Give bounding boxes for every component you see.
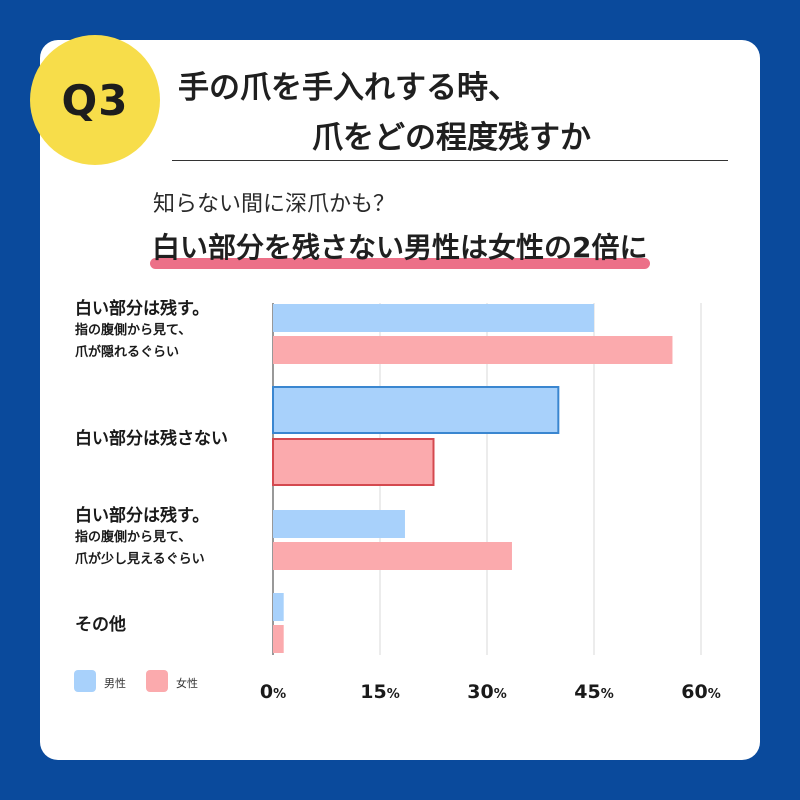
category-label-4-main: その他 [75,615,126,635]
title-divider [172,160,728,161]
bar-male-2 [272,386,560,434]
bar-female-2 [272,438,435,486]
category-label-1-main: 白い部分は残す。 [75,299,210,319]
bar-female-1 [273,336,673,364]
headline-highlight [150,258,650,269]
category-label-2: 白い部分は残さない [75,428,228,450]
category-label-3-note-2: 爪が少し見えるぐらい [75,552,205,567]
bar-female-3 [273,542,512,570]
x-tick-label-60: 60% [681,681,720,703]
category-label-1-note-2: 爪が隠れるぐらい [75,345,180,360]
x-tick-label-45: 45% [574,681,613,703]
question-badge: Q3 [30,35,160,165]
category-label-3: 白い部分は残す。 指の腹側から見て、 爪が少し見えるぐらい [75,505,209,571]
x-tick-label-0: 0% [260,681,286,703]
title-line-2: 爪をどの程度残すか [312,120,591,156]
headline: 白い部分を残さない男性は女性の2倍に [152,231,648,264]
bar-male-4 [273,593,284,621]
category-label-3-main: 白い部分は残す。 [75,506,210,526]
bar-female-4 [273,625,284,653]
title-line-1: 手の爪を手入れする時、 [178,70,519,106]
category-label-2-main: 白い部分は残さない [75,429,228,449]
x-tick-label-15: 15% [360,681,399,703]
x-tick-label-30: 30% [467,681,506,703]
category-label-1-note-1: 指の腹側から見て、 [75,323,192,338]
subtitle: 知らない間に深爪かも？ [153,192,396,217]
legend-label-male: 男性 [104,677,126,690]
bar-male-3 [273,510,405,538]
category-label-4: その他 [75,614,126,636]
category-label-1: 白い部分は残す。 指の腹側から見て、 爪が隠れるぐらい [75,298,209,364]
legend-swatch-male [74,670,96,692]
legend-label-female: 女性 [176,677,198,690]
legend-swatch-female [146,670,168,692]
bar-male-1 [273,304,594,332]
category-label-3-note-1: 指の腹側から見て、 [75,530,192,545]
